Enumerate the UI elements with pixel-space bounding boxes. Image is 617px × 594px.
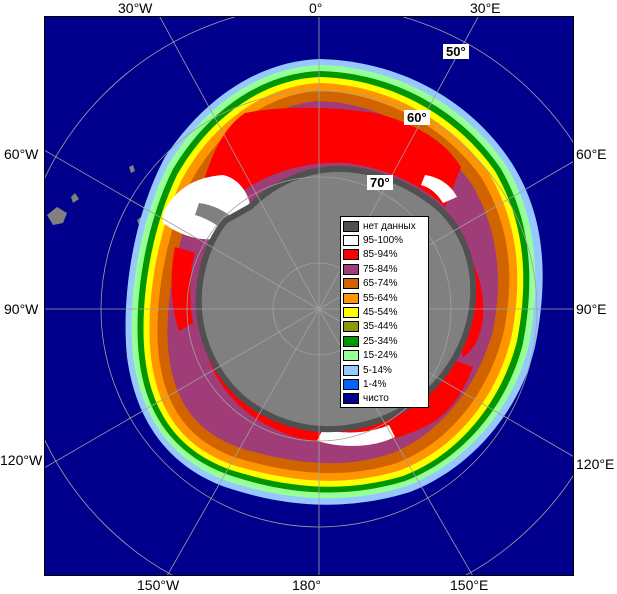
legend-item: 55-64% <box>343 291 426 305</box>
legend-swatch <box>343 278 359 290</box>
legend-swatch <box>343 220 359 232</box>
lon-label-30w-top: 30°W <box>118 0 153 16</box>
legend-swatch <box>343 235 359 247</box>
antarctic-peninsula <box>195 203 241 237</box>
map-frame <box>44 16 574 576</box>
ice-band-95-100-ne <box>421 175 457 203</box>
legend-swatch <box>343 292 359 304</box>
lon-label-30e-top: 30°E <box>470 0 501 16</box>
lon-label-120w: 120°W <box>0 452 43 468</box>
meridian-150w <box>167 308 320 575</box>
lon-label-180: 180° <box>292 577 321 593</box>
legend-item: 25-34% <box>343 334 426 348</box>
legend-item: 95-100% <box>343 233 426 247</box>
legend-item: 1-4% <box>343 377 426 391</box>
legend-label: 45-54% <box>363 307 398 319</box>
legend-swatch <box>343 321 359 333</box>
lat-label-50: 50° <box>443 44 469 59</box>
meridian-30w <box>159 17 320 310</box>
lon-label-120e: 120°E <box>576 456 615 472</box>
legend-label: 75-84% <box>363 263 398 275</box>
legend-item: 65-74% <box>343 277 426 291</box>
lon-label-150e: 150°E <box>450 577 489 593</box>
legend-swatch <box>343 364 359 376</box>
legend-swatch <box>343 249 359 261</box>
legend-label: 85-94% <box>363 249 398 261</box>
legend-item: 85-94% <box>343 248 426 262</box>
lon-label-90e: 90°E <box>576 301 607 317</box>
lon-label-150w: 150°W <box>137 577 180 593</box>
lon-label-60w: 60°W <box>4 146 39 162</box>
lat-label-70: 70° <box>367 175 393 190</box>
legend-label: нет данных <box>363 220 416 232</box>
ice-band-85-94-north <box>205 107 461 207</box>
ice-band-85-94-west <box>171 247 195 331</box>
no-data-fringe <box>195 165 477 433</box>
legend-label: 25-34% <box>363 335 398 347</box>
meridian-60w <box>45 150 320 310</box>
legend-swatch <box>343 350 359 362</box>
legend-item: чисто <box>343 392 426 406</box>
legend-swatch <box>343 263 359 275</box>
legend-label: 95-100% <box>363 235 404 247</box>
lon-label-0-top: 0° <box>309 0 323 16</box>
legend-swatch <box>343 393 359 405</box>
legend-label: 65-74% <box>363 278 398 290</box>
legend-item: 35-44% <box>343 320 426 334</box>
legend-label: 5-14% <box>363 364 392 376</box>
legend-label: 1-4% <box>363 378 387 390</box>
sea-ice-concentration-map <box>45 17 573 575</box>
legend-label: чисто <box>363 393 389 405</box>
legend-label: 15-24% <box>363 350 398 362</box>
legend-swatch <box>343 335 359 347</box>
lon-label-90w: 90°W <box>4 301 39 317</box>
lon-label-60e: 60°E <box>576 146 607 162</box>
meridian-120w <box>45 308 320 468</box>
legend-swatch <box>343 307 359 319</box>
lat-label-60: 60° <box>404 110 430 125</box>
legend-item: 75-84% <box>343 262 426 276</box>
legend-item: 5-14% <box>343 363 426 377</box>
legend-swatch <box>343 378 359 390</box>
legend-item: 45-54% <box>343 305 426 319</box>
legend-label: 35-44% <box>363 321 398 333</box>
legend: нет данных 95-100% 85-94% 75-84% 65-74% 55-64… <box>340 216 429 409</box>
legend-label: 55-64% <box>363 292 398 304</box>
islands <box>47 165 143 225</box>
legend-item: 15-24% <box>343 349 426 363</box>
legend-item: нет данных <box>343 219 426 233</box>
